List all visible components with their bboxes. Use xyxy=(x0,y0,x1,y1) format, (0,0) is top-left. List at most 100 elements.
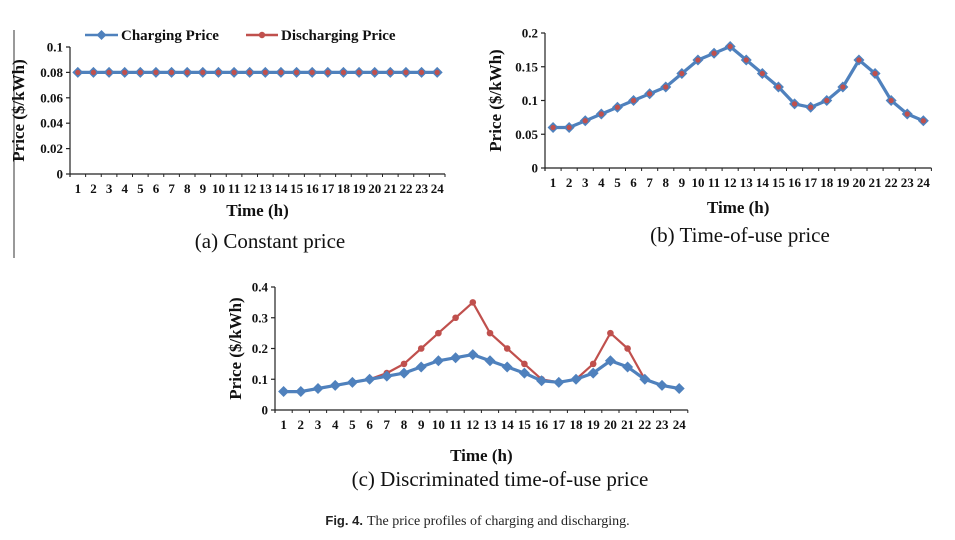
chart-a-xtick-label: 4 xyxy=(121,181,128,196)
chart-a-xtick-label: 24 xyxy=(431,181,445,196)
chart-c-discharging-point xyxy=(435,329,442,337)
legend: Charging Price Discharging Price xyxy=(85,28,396,44)
chart-b-discharging-point-top xyxy=(856,57,862,63)
chart-a-xtick-label: 13 xyxy=(259,181,273,196)
chart-a-discharging-point-top xyxy=(153,69,159,75)
chart-c-discharging-point xyxy=(624,345,631,352)
chart-c-charging-point xyxy=(312,382,324,394)
legend-charging-marker xyxy=(96,30,107,40)
chart-c-discharging-point xyxy=(486,329,494,337)
chart-b-discharging-point-top xyxy=(888,97,894,104)
chart-b-xtick-label: 19 xyxy=(836,175,850,190)
chart-b-xtick-label: 18 xyxy=(820,175,834,190)
chart-b-xtick-label: 17 xyxy=(804,175,818,190)
legend-charging-label: Charging Price xyxy=(121,28,219,44)
chart-b-xtick-label: 23 xyxy=(901,175,915,190)
chart-c-xtick-label: 8 xyxy=(401,417,408,432)
chart-a-ytick-label: 0.08 xyxy=(40,65,63,80)
chart-b-xtick-label: 14 xyxy=(756,175,770,190)
chart-c-xtick-label: 11 xyxy=(449,417,461,432)
chart-panel-c: Price ($/kWh) Time (h) (c) Discriminated… xyxy=(226,280,689,491)
chart-a-xtick-label: 5 xyxy=(137,181,144,196)
chart-b-discharging-point-top xyxy=(679,70,685,77)
chart-c-xtick-label: 19 xyxy=(587,417,601,432)
chart-c-discharging-point xyxy=(589,360,597,368)
chart-b-discharging-point-top xyxy=(566,124,572,131)
chart-b-xtick-label: 9 xyxy=(679,175,686,190)
chart-b-xlabel: Time (h) xyxy=(707,198,770,217)
chart-b-xtick-label: 6 xyxy=(630,175,637,190)
chart-c-series-discharging-line xyxy=(283,301,680,393)
chart-c-xtick-label: 10 xyxy=(432,417,445,432)
chart-a-xtick-label: 16 xyxy=(306,181,320,196)
chart-c-ytick-label: 0.3 xyxy=(252,310,269,325)
chart-c-xtick-label: 20 xyxy=(604,417,617,432)
chart-a-ytick-label: 0.06 xyxy=(40,90,63,105)
chart-a-xtick-label: 20 xyxy=(368,181,381,196)
chart-b-ytick-label: 0.1 xyxy=(522,93,538,108)
chart-a-discharging-point-top xyxy=(340,69,347,75)
chart-b-ytick-label: 0.15 xyxy=(515,59,538,74)
chart-b-series-charging-line xyxy=(553,44,925,130)
chart-b-xtick-label: 2 xyxy=(566,175,573,190)
chart-panel-b: Price ($/kWh) Time (h) (b) Time-of-use p… xyxy=(486,26,932,247)
chart-a-discharging-point-top xyxy=(168,69,175,75)
chart-c-xtick-label: 17 xyxy=(552,417,566,432)
chart-b-discharging-point-top xyxy=(808,104,814,110)
chart-c-discharging-point xyxy=(503,345,511,352)
chart-c-charging-point xyxy=(536,375,548,387)
chart-b-xtick-label: 4 xyxy=(598,175,605,190)
chart-b-xtick-label: 8 xyxy=(663,175,670,190)
chart-b-series-discharging-line xyxy=(553,45,924,129)
chart-b-discharging-point-top xyxy=(824,97,830,104)
chart-b-discharging-point-top xyxy=(630,97,637,104)
chart-a-xtick-label: 23 xyxy=(415,181,429,196)
chart-c-charging-point xyxy=(501,361,513,373)
chart-a-xtick-label: 17 xyxy=(321,181,335,196)
chart-b-xtick-label: 16 xyxy=(788,175,802,190)
chart-b-xtick-label: 11 xyxy=(708,175,720,190)
chart-a-xtick-label: 10 xyxy=(212,181,225,196)
chart-c-charging-point xyxy=(450,352,462,364)
chart-c-ytick-label: 0 xyxy=(262,403,269,418)
chart-c-charging-point xyxy=(639,373,651,385)
chart-c-xtick-label: 14 xyxy=(501,417,515,432)
chart-c-ytick-label: 0.1 xyxy=(252,372,268,387)
chart-c-xtick-label: 4 xyxy=(332,417,339,432)
chart-a-xtick-label: 3 xyxy=(106,181,113,196)
chart-c-charging-point xyxy=(467,349,479,361)
chart-a-discharging-point-top xyxy=(75,69,81,75)
chart-a-xtick-label: 15 xyxy=(290,181,304,196)
chart-c-xtick-label: 5 xyxy=(349,417,356,432)
chart-c-charging-point xyxy=(484,355,496,367)
chart-b-xtick-label: 13 xyxy=(740,175,754,190)
figure-number: Fig. 4. xyxy=(325,513,363,528)
chart-a-xtick-label: 18 xyxy=(337,181,351,196)
chart-a-caption: (a) Constant price xyxy=(195,229,345,253)
chart-c-charging-point xyxy=(329,379,341,391)
chart-b-xtick-label: 10 xyxy=(691,175,704,190)
chart-a-discharging-point-top xyxy=(278,69,284,75)
chart-c-charging-point xyxy=(398,367,410,379)
chart-c-caption: (c) Discriminated time-of-use price xyxy=(352,467,649,491)
chart-b-xtick-label: 15 xyxy=(772,175,786,190)
chart-b-ytick-label: 0.2 xyxy=(522,26,538,41)
chart-c-xtick-label: 21 xyxy=(621,417,634,432)
chart-c-xtick-label: 3 xyxy=(315,417,322,432)
chart-c-charging-point xyxy=(518,367,530,379)
chart-b-discharging-point-top xyxy=(598,111,604,117)
chart-c-charging-point xyxy=(381,370,393,382)
chart-b-discharging-point-top xyxy=(920,118,926,124)
chart-c-xtick-label: 16 xyxy=(535,417,549,432)
chart-c-discharging-point xyxy=(469,299,477,306)
chart-a-discharging-point-top xyxy=(356,69,362,75)
chart-b-discharging-point-top xyxy=(663,84,669,90)
chart-a-discharging-point-top xyxy=(122,69,128,75)
chart-c-xlabel: Time (h) xyxy=(450,446,513,465)
chart-b-xtick-label: 7 xyxy=(646,175,653,190)
chart-c-ylabel: Price ($/kWh) xyxy=(226,297,245,399)
chart-b-xtick-label: 20 xyxy=(852,175,865,190)
chart-a-xtick-label: 1 xyxy=(75,181,82,196)
chart-b-discharging-point-top xyxy=(614,104,621,110)
